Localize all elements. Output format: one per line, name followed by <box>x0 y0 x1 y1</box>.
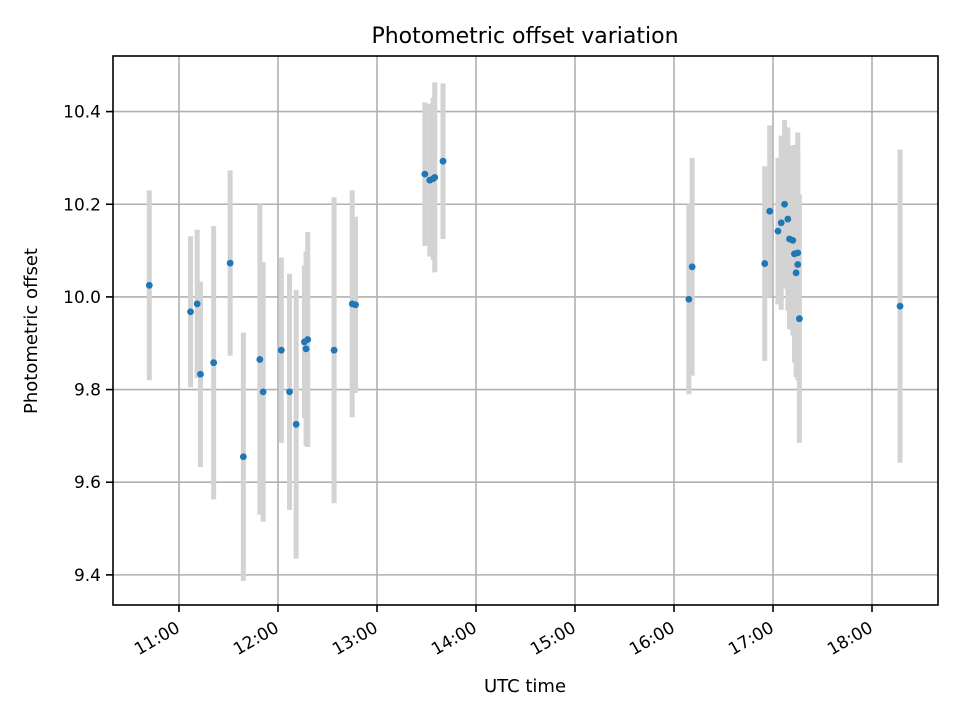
data-point <box>794 249 802 257</box>
data-point <box>784 215 792 223</box>
x-tick-label: 16:00 <box>626 618 678 660</box>
data-point <box>256 356 264 363</box>
data-point <box>259 388 267 396</box>
data-point <box>187 308 194 316</box>
data-point <box>792 269 800 277</box>
data-point <box>761 260 769 267</box>
data-point <box>226 259 234 267</box>
x-tick-label: 13:00 <box>329 618 381 660</box>
tick-layer: 11:00 12:00 13:00 14:00 15:00 16:00 17:00 18:00… <box>63 103 876 660</box>
x-tick-label: 12:00 <box>230 618 282 660</box>
x-tick-label: 17:00 <box>725 618 777 660</box>
data-point <box>766 207 774 215</box>
y-tick-label: 10.2 <box>63 195 101 215</box>
x-axis-label: UTC time <box>484 676 566 697</box>
data-point <box>330 346 338 354</box>
data-point <box>774 227 782 235</box>
y-tick-label: 9.6 <box>74 473 101 493</box>
data-point <box>145 281 153 289</box>
x-tick-label: 11:00 <box>131 618 183 660</box>
grid-layer <box>113 56 938 605</box>
data-point <box>292 420 300 428</box>
data-point <box>896 302 904 310</box>
data-point <box>193 300 201 308</box>
data-point <box>688 263 696 271</box>
data-point <box>286 388 293 396</box>
data-point <box>796 315 803 323</box>
data-point <box>239 453 247 461</box>
x-tick-label: 15:00 <box>527 618 579 660</box>
data-point <box>794 261 802 268</box>
y-tick-label: 10.4 <box>63 103 101 123</box>
data-point <box>302 345 310 353</box>
data-point <box>685 295 693 303</box>
y-tick-label: 10.0 <box>63 288 101 308</box>
data-point <box>439 157 447 165</box>
y-tick-label: 9.4 <box>74 566 101 586</box>
data-point <box>197 370 204 378</box>
y-axis-label: Photometric offset <box>21 248 42 414</box>
x-tick-label: 18:00 <box>824 618 876 660</box>
chart-title: Photometric offset variation <box>371 24 678 49</box>
y-tick-label: 9.8 <box>74 381 101 401</box>
data-point <box>777 219 785 227</box>
data-point <box>789 236 797 244</box>
plot-frame <box>112 55 939 606</box>
data-point <box>781 200 788 208</box>
data-point <box>352 301 359 309</box>
data-point <box>277 346 285 354</box>
x-tick-label: 14:00 <box>428 618 480 660</box>
data-point <box>304 336 312 343</box>
data-point <box>431 173 439 181</box>
data-point <box>421 170 429 178</box>
data-point <box>210 359 218 367</box>
errorbar-layer <box>146 82 903 581</box>
point-layer <box>145 157 904 461</box>
